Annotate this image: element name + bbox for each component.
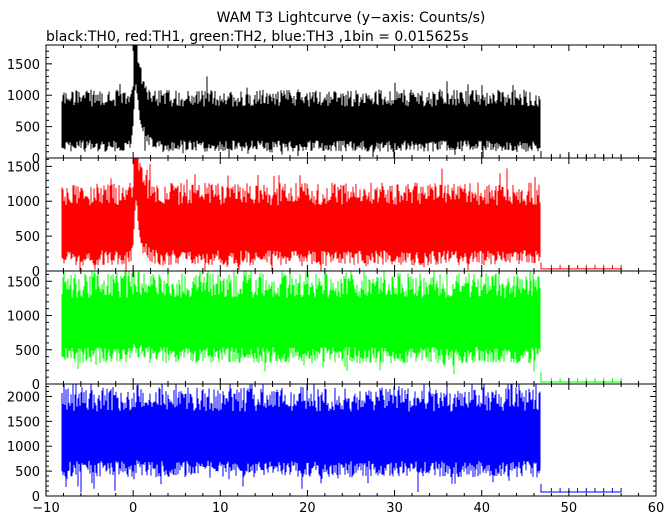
chart-subtitle: black:TH0, red:TH1, green:TH2, blue:TH3 … <box>46 29 469 45</box>
series-tail-th0 <box>540 151 622 159</box>
x-axis: −10 0 10 20 30 40 50 60 <box>32 501 664 515</box>
y-tick-label: 0 <box>32 378 40 393</box>
series-trace-th1 <box>61 158 541 271</box>
series-tail-th3 <box>540 484 622 493</box>
chart-title: WAM T3 Lightcurve (y−axis: Counts/s) <box>217 10 486 26</box>
panel-th3: 0 500 1000 1500 2000 <box>7 383 657 505</box>
x-tick-label: −10 <box>32 501 59 515</box>
x-tick-label: 0 <box>129 501 137 515</box>
y-tick-label: 500 <box>15 344 40 359</box>
y-tick-label: 2000 <box>7 390 40 405</box>
y-tick-label: 500 <box>15 230 40 245</box>
y-tick-label: 1000 <box>7 195 40 210</box>
y-tick-label: 1500 <box>7 275 40 290</box>
y-tick-label: 1000 <box>7 89 40 104</box>
panels-group: 0500100015000500100015000500100015000500… <box>7 44 657 505</box>
panel-th1: 0 500 1000 1500 <box>7 157 657 280</box>
x-tick-label: 10 <box>212 501 229 515</box>
series-tail-ticks-th3 <box>550 488 622 493</box>
y-tick-label: 1000 <box>7 440 40 455</box>
y-tick-label: 500 <box>15 121 40 136</box>
series-tail-th1 <box>540 262 622 270</box>
series-trace-th0 <box>61 45 541 158</box>
y-tick-label: 0 <box>32 265 40 280</box>
panel-th2: 0 500 1000 1500 <box>7 270 657 393</box>
x-tick-label: 60 <box>648 501 665 515</box>
y-tick-label: 1000 <box>7 310 40 325</box>
x-tick-label: 30 <box>386 501 403 515</box>
y-tick-label: 0 <box>32 152 40 167</box>
x-tick-label: 50 <box>561 501 578 515</box>
x-tick-label: 40 <box>473 501 490 515</box>
x-tick-label: 20 <box>299 501 316 515</box>
panel-frame <box>45 383 657 497</box>
y-tick-label: 1500 <box>7 160 40 175</box>
series-tail-th2 <box>540 371 622 383</box>
y-tick-label: 0 <box>32 490 40 505</box>
y-tick-label: 1500 <box>7 58 40 73</box>
series-trace-th2 <box>61 271 541 374</box>
series-trace-th3 <box>61 384 541 493</box>
y-tick-label: 1500 <box>7 415 40 430</box>
panel-th0: 0 500 1000 1500 <box>7 44 657 167</box>
y-tick-label: 500 <box>15 465 40 480</box>
